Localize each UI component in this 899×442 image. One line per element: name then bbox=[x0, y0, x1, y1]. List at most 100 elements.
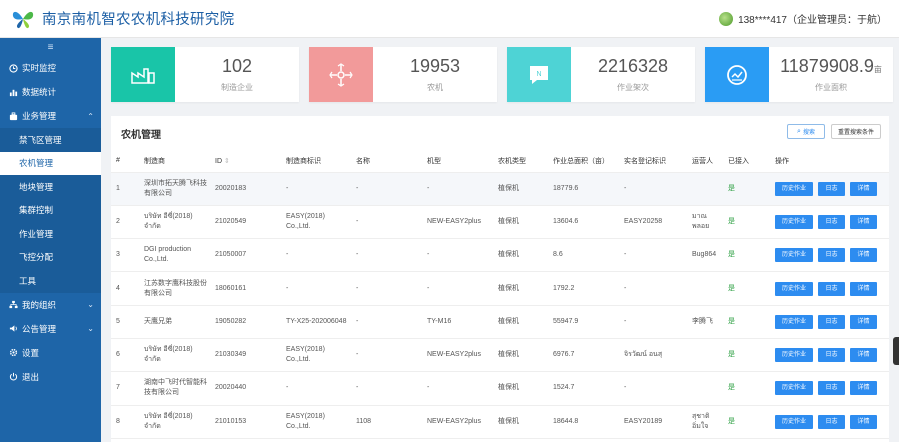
row-maker: 江苏数字鹰科技股份有限公司 bbox=[139, 271, 210, 306]
row-area: 1524.7 bbox=[548, 371, 619, 406]
log-button[interactable]: 日志 bbox=[818, 381, 845, 396]
detail-button[interactable]: 详情 bbox=[850, 281, 877, 296]
sidebar-item-announcements[interactable]: 公告管理 ⌄ bbox=[0, 317, 101, 341]
row-registration: - bbox=[619, 305, 687, 339]
row-connected: 是 bbox=[723, 305, 770, 339]
log-button[interactable]: 日志 bbox=[818, 214, 845, 229]
row-type: 植保机 bbox=[493, 205, 548, 240]
collapse-menu-icon[interactable]: ≡ bbox=[47, 41, 54, 53]
row-operator bbox=[687, 371, 723, 406]
log-button[interactable]: 日志 bbox=[818, 314, 845, 329]
history-button[interactable]: 历史作业 bbox=[775, 248, 813, 263]
sidebar-item-settings[interactable]: 设置 bbox=[0, 341, 101, 365]
sidebar-item-label: 地块管理 bbox=[19, 181, 54, 192]
row-id: 21010153 bbox=[210, 405, 281, 439]
search-button[interactable]: ⌕ 搜索 bbox=[787, 124, 825, 139]
col-header-maker: 制造商 bbox=[139, 150, 210, 173]
row-operator bbox=[687, 338, 723, 373]
table-row[interactable]: 5 天鹰兄弟 19050282 TY-X25-202006048- TY-M16 植保机 5… bbox=[111, 305, 889, 339]
history-button[interactable]: 历史作业 bbox=[775, 214, 813, 229]
top-header: 南京南机智农农机科技研究院 138****417（企业管理员：于航） bbox=[0, 0, 899, 38]
sidebar-item-organization[interactable]: 我的组织 ⌄ bbox=[0, 293, 101, 317]
table-row[interactable]: 4 江苏数字鹰科技股份有限公司 18060161- - - 植保机 1792.2- 是历史作业… bbox=[111, 271, 889, 306]
chart-icon bbox=[9, 89, 18, 96]
row-model: - bbox=[422, 371, 493, 406]
row-operator bbox=[687, 172, 723, 206]
row-area: 55947.9 bbox=[548, 305, 619, 339]
history-button[interactable]: 历史作业 bbox=[775, 281, 813, 296]
sidebar-item-nofly[interactable]: 禁飞区管理 bbox=[0, 128, 101, 152]
sidebar-item-tools[interactable]: 工具 bbox=[0, 269, 101, 293]
detail-button[interactable]: 详情 bbox=[850, 414, 877, 429]
detail-button[interactable]: 详情 bbox=[850, 348, 877, 363]
chevron-up-icon: ⌃ bbox=[87, 111, 94, 121]
col-header-id[interactable]: ID ⇕ bbox=[210, 150, 281, 173]
sidebar-item-statistics[interactable]: 数据统计 bbox=[0, 80, 101, 104]
row-index: 6 bbox=[111, 338, 139, 373]
log-button[interactable]: 日志 bbox=[818, 181, 845, 196]
table-row[interactable]: 8 บริษัท อีซี่(2018) จำกัด 21010153 EASY(20… bbox=[111, 405, 889, 439]
stat-iconbox bbox=[111, 47, 175, 102]
row-maker: 深圳市拓天腾飞科技有限公司 bbox=[139, 172, 210, 206]
row-maker: DGI production Co.,Ltd. bbox=[139, 238, 210, 273]
col-header-operator: 运营人 bbox=[687, 150, 723, 173]
sidebar-item-machines[interactable]: 农机管理 bbox=[0, 151, 101, 175]
detail-button[interactable]: 详情 bbox=[850, 314, 877, 329]
sidebar-item-business[interactable]: 业务管理 ⌃ bbox=[0, 104, 101, 128]
sidebar-item-label: 设置 bbox=[22, 347, 40, 358]
row-connected: 是 bbox=[723, 271, 770, 306]
drone-icon bbox=[329, 62, 353, 87]
sort-icon[interactable]: ⇕ bbox=[223, 157, 230, 165]
stat-iconbox: N bbox=[507, 47, 571, 102]
row-maker: บริษัท อีซี่(2018) จำกัด bbox=[139, 205, 210, 240]
row-index: 2 bbox=[111, 205, 139, 240]
history-button[interactable]: 历史作业 bbox=[775, 181, 813, 196]
log-button[interactable]: 日志 bbox=[818, 414, 845, 429]
row-operator: 李腾飞 bbox=[687, 305, 723, 339]
row-connected: 是 bbox=[723, 371, 770, 406]
sidebar-item-label: 农机管理 bbox=[19, 158, 54, 169]
log-button[interactable]: 日志 bbox=[818, 348, 845, 363]
row-maker-id: - bbox=[281, 172, 351, 206]
table-row[interactable]: 3 DGI production Co.,Ltd. 21050007- - - 植保机 8.… bbox=[111, 238, 889, 273]
sidebar-item-label: 飞控分配 bbox=[19, 252, 54, 263]
history-button[interactable]: 历史作业 bbox=[775, 314, 813, 329]
table-row[interactable]: 7 湖南中飞时代智能科技有限公司 20020440- - - 植保机 1524.7- 是历史作… bbox=[111, 371, 889, 406]
chevron-down-icon: ⌄ bbox=[87, 300, 94, 309]
row-name: - bbox=[351, 271, 422, 306]
sidebar-item-flight-control[interactable]: 飞控分配 bbox=[0, 246, 101, 270]
row-area: 8.6 bbox=[548, 238, 619, 273]
detail-button[interactable]: 详情 bbox=[850, 381, 877, 396]
stat-value: 2216328 bbox=[597, 56, 669, 76]
detail-button[interactable]: 详情 bbox=[850, 181, 877, 196]
sidebar-item-logout[interactable]: 退出 bbox=[0, 365, 101, 389]
table-row[interactable]: 6 บริษัท อีซี่(2018) จำกัด 21030349 EASY(20… bbox=[111, 338, 889, 373]
message-icon: N bbox=[530, 65, 548, 84]
history-button[interactable]: 历史作业 bbox=[775, 414, 813, 429]
history-button[interactable]: 历史作业 bbox=[775, 348, 813, 363]
row-index: 3 bbox=[111, 238, 139, 273]
row-index: 8 bbox=[111, 405, 139, 439]
user-menu[interactable]: 138****417（企业管理员：于航） bbox=[719, 11, 887, 26]
detail-button[interactable]: 详情 bbox=[850, 214, 877, 229]
side-scroll-handle[interactable] bbox=[893, 337, 899, 365]
history-button[interactable]: 历史作业 bbox=[775, 381, 813, 396]
sidebar-item-label: 工具 bbox=[19, 275, 37, 286]
app-logo[interactable]: 南京南机智农农机科技研究院 bbox=[0, 8, 234, 30]
table-row[interactable]: 1 深圳市拓天腾飞科技有限公司 20020183- - - 植保机 18779.6- 是历史作… bbox=[111, 172, 889, 206]
row-registration: - bbox=[619, 238, 687, 273]
sidebar-item-cluster[interactable]: 集群控制 bbox=[0, 199, 101, 223]
stat-label: 农机 bbox=[427, 83, 443, 92]
sidebar-item-plots[interactable]: 地块管理 bbox=[0, 175, 101, 199]
sidebar-item-jobs[interactable]: 作业管理 bbox=[0, 222, 101, 246]
sidebar-item-monitor[interactable]: 实时监控 bbox=[0, 56, 101, 80]
reset-search-button[interactable]: 重置搜索条件 bbox=[831, 124, 881, 139]
detail-button[interactable]: 详情 bbox=[850, 248, 877, 263]
clock-icon bbox=[9, 63, 18, 73]
log-button[interactable]: 日志 bbox=[818, 248, 845, 263]
sidebar-item-label: 数据统计 bbox=[22, 87, 57, 97]
log-button[interactable]: 日志 bbox=[818, 281, 845, 296]
table-row[interactable]: 2 บริษัท อีซี่(2018) จำกัด 21020549 EASY(20… bbox=[111, 205, 889, 240]
sidebar-item-label: 业务管理 bbox=[22, 111, 57, 121]
row-model: NEW-EASY2plus bbox=[422, 405, 493, 439]
